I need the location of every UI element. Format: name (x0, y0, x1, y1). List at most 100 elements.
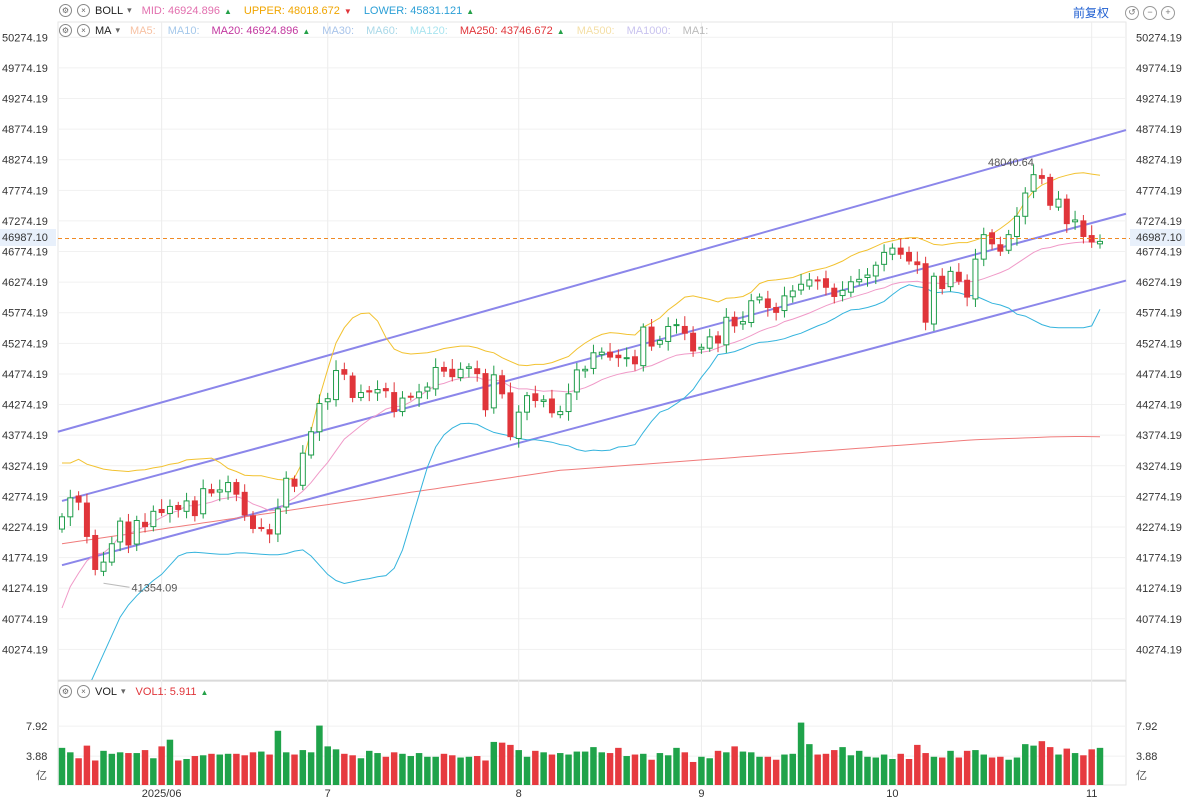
candle-down (349, 375, 356, 398)
candle-down (773, 306, 780, 313)
candle-up (399, 397, 406, 413)
candle-up (416, 391, 423, 399)
price-tick-label-right: 40774.19 (1136, 614, 1182, 626)
volume-bar (75, 758, 82, 785)
ma-item: MA60: (366, 24, 398, 37)
volume-bar (399, 753, 406, 785)
volume-bar (847, 755, 855, 785)
volume-bar (573, 751, 581, 785)
candle-down (341, 369, 348, 375)
candle-down (964, 279, 971, 298)
price-tick-label-left: 46774.19 (2, 247, 48, 259)
volume-bar (224, 753, 232, 785)
settings-gear-icon[interactable]: ⚙ (59, 4, 72, 17)
volume-bar (664, 755, 672, 785)
ma-item: MA120: (409, 24, 448, 37)
volume-bar (498, 742, 506, 785)
boll-header: ⚙ × BOLL ▾ MID: 46924.896 ▲ UPPER: 48018.… (59, 4, 486, 17)
volume-bar (382, 756, 390, 785)
volume-bar (1038, 741, 1046, 785)
price-tick-label-left: 45774.19 (2, 308, 48, 320)
volume-bar (1046, 747, 1054, 785)
volume-bar (100, 750, 107, 785)
candle-up (1097, 240, 1103, 245)
candle-up (457, 368, 464, 379)
candle-up (582, 368, 589, 372)
volume-bar (731, 746, 738, 785)
candle-up (698, 346, 705, 350)
volume-bar (507, 744, 514, 785)
close-icon[interactable]: × (77, 685, 90, 698)
price-tick-label-right: 46774.19 (1136, 247, 1182, 259)
candle-down (764, 298, 771, 308)
volume-bar (133, 753, 140, 785)
volume-bar (83, 745, 91, 785)
volume-bar (764, 756, 772, 785)
volume-bar (1055, 754, 1062, 785)
candle-down (922, 263, 929, 323)
undo-icon[interactable]: ↺ (1125, 5, 1139, 20)
chevron-down-icon[interactable]: ▾ (121, 686, 126, 696)
volume-bar (216, 754, 224, 785)
candle-down (822, 278, 829, 288)
zoom-out-icon[interactable]: − (1143, 5, 1157, 20)
boll-lower-line (91, 284, 1101, 680)
price-tick-label-left: 46274.19 (2, 277, 48, 289)
candle-up (1022, 192, 1029, 217)
close-icon[interactable]: × (77, 4, 90, 17)
volume-bar (864, 756, 871, 785)
candle-down (507, 392, 514, 438)
adjust-mode-link[interactable]: 前复权 (1072, 6, 1109, 20)
volume-bar (822, 753, 830, 785)
chevron-down-icon[interactable]: ▾ (127, 5, 132, 15)
candle-down (1047, 176, 1054, 206)
candle-up (100, 561, 107, 572)
settings-gear-icon[interactable]: ⚙ (59, 685, 72, 698)
volume-tick-label-left: 7.92 (26, 721, 47, 733)
candle-down (906, 251, 912, 262)
zoom-in-icon[interactable]: + (1161, 5, 1175, 20)
volume-bar (872, 757, 880, 785)
price-tick-label-right: 42774.19 (1136, 491, 1182, 503)
volume-bar (947, 750, 954, 785)
volume-bar (972, 750, 979, 785)
volume-bar (357, 758, 365, 785)
candle-down (681, 325, 688, 334)
close-icon[interactable]: × (77, 24, 90, 37)
candle-down (615, 354, 622, 359)
low-annotation: 41354.09 (132, 582, 178, 594)
volume-bar (208, 753, 215, 785)
volume-bar (266, 754, 273, 785)
volume-bar (116, 752, 124, 785)
x-axis-label: 10 (886, 788, 898, 800)
chevron-down-icon[interactable]: ▾ (115, 25, 121, 35)
settings-gear-icon[interactable]: ⚙ (59, 24, 72, 37)
vol-label: VOL (95, 685, 118, 698)
price-tick-label-left: 49274.19 (2, 94, 48, 106)
ma-label: MA (95, 24, 112, 37)
volume-bar (781, 754, 788, 785)
volume-bar (457, 757, 464, 785)
volume-bar (623, 756, 630, 785)
ma-header: ⚙ × MA ▾ MA5: MA10: MA20: 46924.896 ▲ MA30: M… (59, 24, 720, 37)
trend-channel-line (57, 129, 1127, 433)
volume-bar (532, 750, 539, 785)
volume-unit-label-right: 亿 (1136, 769, 1147, 782)
volume-bar (407, 756, 415, 785)
price-tick-label-left: 41274.19 (2, 583, 48, 595)
candle-down (548, 398, 555, 414)
volume-bar (905, 759, 913, 785)
volume-bar (332, 749, 340, 785)
volume-bar (191, 756, 199, 785)
price-tick-label-right: 41274.19 (1136, 583, 1182, 595)
candle-up (316, 403, 323, 433)
volume-bar (880, 754, 888, 785)
volume-bar (341, 753, 348, 785)
candle-up (117, 520, 124, 543)
candle-up (856, 278, 863, 283)
volume-bar (789, 753, 796, 785)
volume-tick-label-left: 3.88 (26, 751, 47, 763)
candle-down (208, 489, 215, 494)
x-axis-label: 7 (325, 788, 331, 800)
